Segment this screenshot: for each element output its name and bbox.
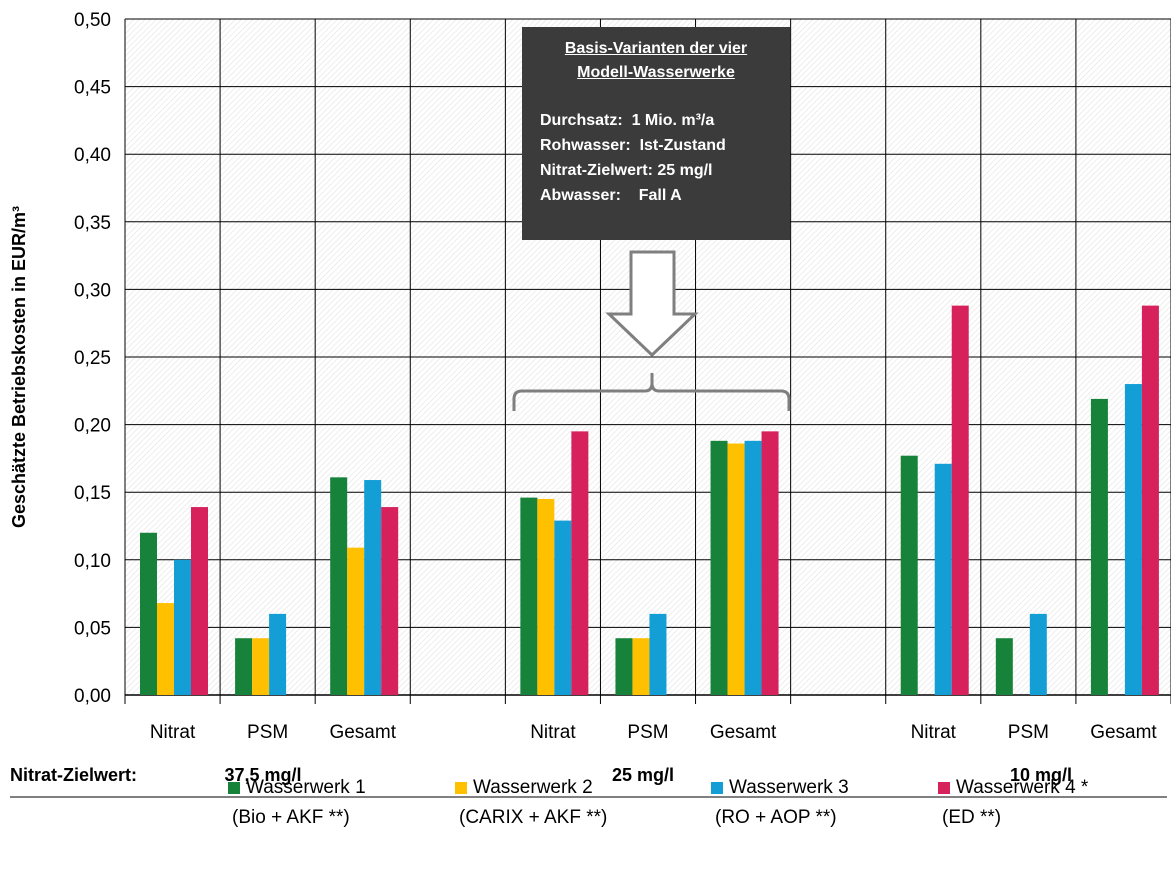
legend-sublabel: (RO + AOP **) (715, 807, 837, 828)
info-box-title-line-2: Modell-Wasserwerke (577, 64, 735, 81)
y-tick-label: 0,05 (74, 618, 111, 639)
y-tick-label: 0,15 (74, 483, 111, 504)
x-category-label: Gesamt (329, 722, 396, 743)
legend-item-4: Wasserwerk 4 * (ED **) (938, 777, 1088, 829)
bar-1 (900, 455, 918, 695)
y-tick-label: 0,20 (74, 416, 111, 437)
bar-4 (761, 431, 779, 695)
bar-2 (537, 498, 555, 695)
info-box-line: Nitrat-Zielwert: 25 mg/l (540, 162, 713, 179)
legend-label: Wasserwerk 3 (729, 777, 849, 798)
bar-2 (157, 603, 174, 695)
info-box-title-line-1: Basis-Varianten der vier (564, 40, 748, 57)
info-box: Basis-Varianten der vier Modell-Wasserwe… (522, 27, 790, 240)
x-category-label: Nitrat (911, 722, 957, 743)
legend-sublabel: (Bio + AKF **) (232, 807, 350, 828)
info-box-line: Abwasser: Fall A (540, 187, 682, 204)
legend-swatch (228, 782, 240, 794)
x-category-label: PSM (247, 722, 288, 743)
legend-swatch (455, 782, 467, 794)
bar-3 (1124, 384, 1142, 695)
bar-1 (995, 638, 1013, 695)
legend-sublabel: (ED **) (942, 807, 1002, 828)
bar-2 (252, 638, 270, 695)
bar-4 (951, 305, 969, 695)
target-row-label: Nitrat-Zielwert: (10, 765, 137, 785)
x-category-label: Gesamt (1090, 722, 1157, 743)
y-tick-label: 0,35 (74, 213, 111, 234)
legend-item-2: Wasserwerk 2 (CARIX + AKF **) (455, 777, 607, 829)
bar-4 (1141, 305, 1159, 695)
bar-1 (615, 638, 633, 695)
x-category-label: Nitrat (530, 722, 576, 743)
bar-3 (649, 613, 667, 695)
bar-3 (934, 463, 952, 695)
bar-1 (235, 638, 253, 695)
legend-item-3: Wasserwerk 3 (RO + AOP **) (711, 777, 849, 829)
bar-3 (1029, 613, 1047, 695)
target-value-label: 37,5 mg/l (224, 765, 301, 785)
bar-4 (191, 507, 208, 695)
bar-3 (269, 613, 287, 695)
x-category-label: Gesamt (710, 722, 777, 743)
bar-1 (1090, 398, 1108, 695)
legend-swatch (711, 782, 723, 794)
x-category-label: PSM (1008, 722, 1049, 743)
down-arrow-icon (605, 250, 699, 358)
y-tick-label: 0,45 (74, 78, 111, 99)
y-axis-title: Geschätzte Betriebskosten in EUR/m³ (9, 206, 29, 528)
bar-1 (710, 440, 728, 695)
bar-3 (554, 520, 572, 695)
y-tick-label: 0,00 (74, 686, 111, 707)
bar-1 (330, 477, 348, 695)
x-category-label: PSM (627, 722, 668, 743)
y-tick-label: 0,50 (74, 10, 111, 31)
curly-bracket (512, 373, 791, 411)
legend-label: Wasserwerk 1 (246, 777, 366, 798)
legend-swatch (938, 782, 950, 794)
y-tick-label: 0,30 (74, 280, 111, 301)
legend-label: Wasserwerk 4 * (956, 777, 1089, 798)
target-value-label: 10 mg/l (1010, 765, 1072, 785)
info-box-line: Durchsatz: 1 Mio. m³/a (540, 112, 715, 129)
bar-3 (744, 440, 762, 695)
y-tick-label: 0,10 (74, 551, 111, 572)
bar-1 (520, 497, 538, 695)
legend-item-1: Wasserwerk 1 (Bio + AKF **) (228, 777, 366, 829)
bar-3 (364, 480, 382, 695)
target-value-label: 25 mg/l (612, 765, 674, 785)
bar-2 (727, 443, 745, 695)
legend-label: Wasserwerk 2 (473, 777, 593, 798)
bar-3 (174, 559, 191, 695)
legend-sublabel: (CARIX + AKF **) (459, 807, 608, 828)
info-box-title: Basis-Varianten der vier Modell-Wasserwe… (522, 37, 790, 85)
info-box-line: Rohwasser: Ist-Zustand (540, 137, 726, 154)
bar-4 (381, 507, 399, 695)
bar-2 (632, 638, 650, 695)
y-tick-label: 0,40 (74, 145, 111, 166)
bar-4 (571, 431, 589, 695)
bar-1 (140, 532, 157, 695)
x-category-label: Nitrat (150, 722, 196, 743)
bar-2 (347, 547, 365, 695)
y-tick-label: 0,25 (74, 348, 111, 369)
